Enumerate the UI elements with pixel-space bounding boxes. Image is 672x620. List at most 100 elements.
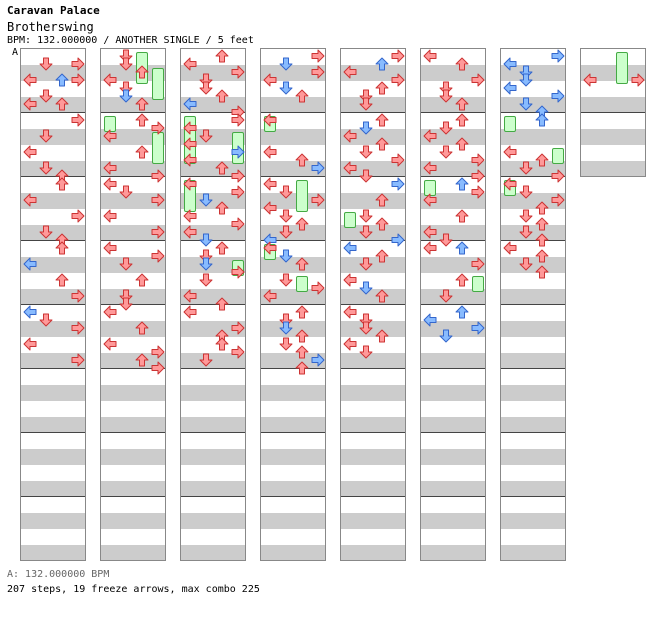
arrow-down-icon (279, 185, 293, 199)
arrow-right-icon (231, 217, 245, 231)
measure-line (261, 240, 325, 241)
arrow-down-icon (519, 257, 533, 271)
measure-line (501, 496, 565, 497)
measure-line (261, 368, 325, 369)
arrow-up-icon (135, 145, 149, 159)
arrow-up-icon (375, 249, 389, 263)
arrow-left-icon (23, 193, 37, 207)
arrow-right-icon (151, 225, 165, 239)
arrow-left-icon (23, 97, 37, 111)
arrow-up-icon (135, 321, 149, 335)
arrow-left-icon (423, 225, 437, 239)
arrow-right-icon (311, 49, 325, 63)
measure-line (501, 176, 565, 177)
arrow-left-icon (103, 337, 117, 351)
chart-meta: BPM: 132.000000 / ANOTHER SINGLE / 5 fee… (7, 35, 254, 46)
arrow-up-icon (455, 97, 469, 111)
arrow-down-icon (359, 321, 373, 335)
arrow-down-icon (359, 97, 373, 111)
chart-column-7 (500, 48, 566, 561)
arrow-right-icon (71, 113, 85, 127)
arrow-left-icon (263, 73, 277, 87)
arrow-right-icon (311, 281, 325, 295)
arrow-down-icon (279, 321, 293, 335)
arrow-down-icon (119, 185, 133, 199)
freeze-arrow (504, 116, 516, 132)
arrow-right-icon (391, 177, 405, 191)
arrow-left-icon (23, 337, 37, 351)
arrow-down-icon (199, 193, 213, 207)
measure-line (261, 304, 325, 305)
freeze-arrow (152, 132, 164, 164)
measure-line (181, 240, 245, 241)
arrow-down-icon (359, 345, 373, 359)
arrow-right-icon (471, 73, 485, 87)
arrow-left-icon (503, 81, 517, 95)
arrow-down-icon (519, 185, 533, 199)
arrow-up-icon (375, 81, 389, 95)
arrow-right-icon (551, 49, 565, 63)
arrow-up-icon (295, 361, 309, 375)
arrow-up-icon (455, 305, 469, 319)
arrow-up-icon (295, 329, 309, 343)
arrow-up-icon (135, 273, 149, 287)
measure-line (21, 368, 85, 369)
arrow-up-icon (215, 337, 229, 351)
measure-line (501, 432, 565, 433)
measure-line (421, 112, 485, 113)
arrow-down-icon (439, 233, 453, 247)
arrow-up-icon (215, 49, 229, 63)
arrow-left-icon (103, 129, 117, 143)
arrow-left-icon (263, 241, 277, 255)
arrow-down-icon (199, 273, 213, 287)
arrow-down-icon (359, 225, 373, 239)
measure-line (501, 240, 565, 241)
arrow-right-icon (71, 209, 85, 223)
arrow-left-icon (343, 305, 357, 319)
arrow-up-icon (135, 97, 149, 111)
arrow-right-icon (471, 153, 485, 167)
arrow-down-icon (279, 225, 293, 239)
arrow-right-icon (151, 193, 165, 207)
arrow-left-icon (103, 177, 117, 191)
arrow-up-icon (295, 153, 309, 167)
arrow-up-icon (455, 113, 469, 127)
arrow-up-icon (455, 273, 469, 287)
arrow-left-icon (23, 257, 37, 271)
arrow-left-icon (103, 161, 117, 175)
measure-line (101, 368, 165, 369)
measure-line (101, 176, 165, 177)
measure-line (421, 176, 485, 177)
arrow-down-icon (39, 225, 53, 239)
arrow-left-icon (503, 145, 517, 159)
arrow-right-icon (151, 121, 165, 135)
arrow-up-icon (455, 137, 469, 151)
arrow-up-icon (375, 289, 389, 303)
chart-stats: 207 steps, 19 freeze arrows, max combo 2… (7, 584, 260, 595)
arrow-left-icon (503, 57, 517, 71)
chart-column-1 (20, 48, 86, 561)
arrow-up-icon (375, 57, 389, 71)
song-title: Brotherswing (7, 20, 94, 34)
arrow-down-icon (199, 233, 213, 247)
arrow-left-icon (343, 129, 357, 143)
arrow-left-icon (263, 201, 277, 215)
arrow-left-icon (423, 49, 437, 63)
measure-line (21, 496, 85, 497)
arrow-down-icon (199, 81, 213, 95)
arrow-down-icon (519, 225, 533, 239)
arrow-up-icon (375, 329, 389, 343)
arrow-up-icon (55, 241, 69, 255)
arrow-right-icon (551, 169, 565, 183)
arrow-right-icon (551, 89, 565, 103)
measure-line (21, 240, 85, 241)
arrow-left-icon (23, 145, 37, 159)
measure-line (21, 176, 85, 177)
arrow-down-icon (199, 353, 213, 367)
arrow-left-icon (183, 97, 197, 111)
arrow-up-icon (535, 201, 549, 215)
bpm-legend: A: 132.000000 BPM (7, 569, 110, 580)
arrow-up-icon (135, 353, 149, 367)
arrow-up-icon (55, 177, 69, 191)
arrow-left-icon (423, 161, 437, 175)
